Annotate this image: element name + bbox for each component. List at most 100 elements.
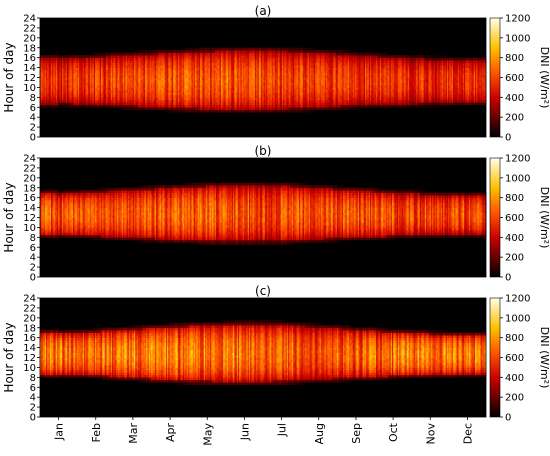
heatmap-cell bbox=[68, 87, 70, 91]
heatmap-cell bbox=[52, 82, 54, 86]
heatmap-cell bbox=[109, 89, 112, 93]
heatmap-cell bbox=[120, 89, 123, 93]
heatmap-cell bbox=[46, 75, 48, 78]
heatmap-cell bbox=[72, 75, 75, 78]
heatmap-cell bbox=[76, 97, 79, 101]
heatmap-cell bbox=[71, 57, 74, 61]
heatmap-cell bbox=[124, 57, 126, 61]
heatmap-cell bbox=[87, 97, 90, 101]
heatmap-cell bbox=[90, 82, 92, 86]
heatmap-cell bbox=[74, 102, 76, 106]
heatmap-cell bbox=[74, 57, 76, 61]
heatmap-cell bbox=[91, 89, 93, 93]
heatmap-cell bbox=[42, 89, 45, 93]
heatmap-cell bbox=[110, 99, 113, 103]
heatmap-cell bbox=[40, 92, 42, 96]
heatmap-cell bbox=[80, 79, 82, 83]
heatmap-cell bbox=[124, 60, 126, 63]
heatmap-cell bbox=[59, 67, 62, 71]
heatmap-cell bbox=[79, 75, 81, 78]
heatmap-cell bbox=[80, 97, 82, 101]
heatmap-cell bbox=[77, 55, 80, 58]
heatmap-cell bbox=[60, 65, 63, 68]
heatmap-cell bbox=[61, 65, 64, 68]
heatmap-cell bbox=[57, 65, 59, 68]
heatmap-cell bbox=[136, 107, 139, 111]
heatmap-cell bbox=[118, 65, 120, 68]
heatmap-cell bbox=[125, 55, 128, 58]
heatmap-cell bbox=[80, 70, 82, 73]
heatmap-cell bbox=[65, 60, 68, 63]
heatmap-cell bbox=[131, 87, 134, 91]
heatmap-cell bbox=[98, 84, 101, 88]
heatmap-cell bbox=[74, 79, 76, 83]
heatmap-cell bbox=[49, 77, 52, 81]
heatmap-cell bbox=[51, 60, 53, 63]
heatmap-cell bbox=[57, 79, 59, 83]
heatmap-cell bbox=[105, 70, 108, 73]
heatmap-cell bbox=[53, 97, 56, 101]
heatmap-cell bbox=[49, 84, 52, 88]
heatmap-cell bbox=[72, 92, 75, 96]
heatmap-cell bbox=[136, 92, 139, 96]
heatmap-cell bbox=[71, 60, 74, 63]
heatmap-cell bbox=[99, 70, 102, 73]
heatmap-cell bbox=[109, 55, 112, 58]
heatmap-cell bbox=[46, 60, 48, 63]
heatmap-cell bbox=[70, 77, 73, 81]
heatmap-cell bbox=[43, 89, 46, 93]
heatmap-cell bbox=[112, 97, 114, 101]
heatmap-cell bbox=[68, 72, 70, 76]
heatmap-cell bbox=[93, 52, 96, 56]
heatmap-cell bbox=[115, 102, 118, 106]
heatmap-cell bbox=[85, 84, 87, 88]
heatmap-cell bbox=[104, 67, 107, 71]
heatmap-cell bbox=[57, 72, 59, 76]
heatmap-cell bbox=[123, 92, 125, 96]
heatmap-cell bbox=[57, 84, 59, 88]
heatmap-cell bbox=[51, 70, 53, 73]
heatmap-cell bbox=[136, 52, 139, 56]
heatmap-cell bbox=[43, 97, 46, 101]
heatmap-cell bbox=[118, 94, 120, 98]
heatmap-cell bbox=[61, 57, 64, 61]
heatmap-cell bbox=[112, 102, 114, 106]
heatmap-cell bbox=[99, 79, 102, 83]
heatmap-cell bbox=[114, 102, 117, 106]
heatmap-cell bbox=[109, 65, 112, 68]
heatmap-cell bbox=[123, 89, 125, 93]
heatmap-cell bbox=[66, 70, 69, 73]
heatmap-cell bbox=[70, 92, 73, 96]
heatmap-cell bbox=[120, 79, 123, 83]
heatmap-cell bbox=[123, 97, 125, 101]
heatmap-cell bbox=[136, 79, 139, 83]
heatmap-cell bbox=[126, 97, 129, 101]
heatmap-cell bbox=[80, 102, 82, 106]
heatmap-cell bbox=[112, 60, 114, 63]
heatmap-cell bbox=[43, 79, 46, 83]
heatmap-cell bbox=[119, 87, 121, 91]
heatmap-cell bbox=[121, 57, 124, 61]
heatmap-cell bbox=[125, 65, 128, 68]
heatmap-cell bbox=[121, 87, 124, 91]
heatmap-cell bbox=[64, 60, 67, 63]
heatmap-cell bbox=[71, 94, 74, 98]
heatmap-cell bbox=[40, 99, 42, 103]
heatmap-cell bbox=[44, 87, 47, 91]
heatmap-cell bbox=[47, 72, 49, 76]
heatmap-cell bbox=[61, 75, 64, 78]
heatmap-cell bbox=[74, 87, 76, 91]
heatmap-cell bbox=[75, 60, 78, 63]
heatmap-cell bbox=[97, 65, 99, 68]
heatmap-cell bbox=[108, 72, 110, 76]
heatmap-cell bbox=[60, 79, 63, 83]
heatmap-cell bbox=[103, 102, 106, 106]
heatmap-cell bbox=[88, 55, 91, 58]
heatmap-cell bbox=[77, 87, 80, 91]
heatmap-cell bbox=[70, 87, 73, 91]
heatmap-cell bbox=[58, 65, 60, 68]
heatmap-cell bbox=[81, 102, 84, 106]
heatmap-cell bbox=[59, 87, 62, 91]
heatmap-cell bbox=[61, 70, 64, 73]
heatmap-cell bbox=[134, 52, 136, 56]
